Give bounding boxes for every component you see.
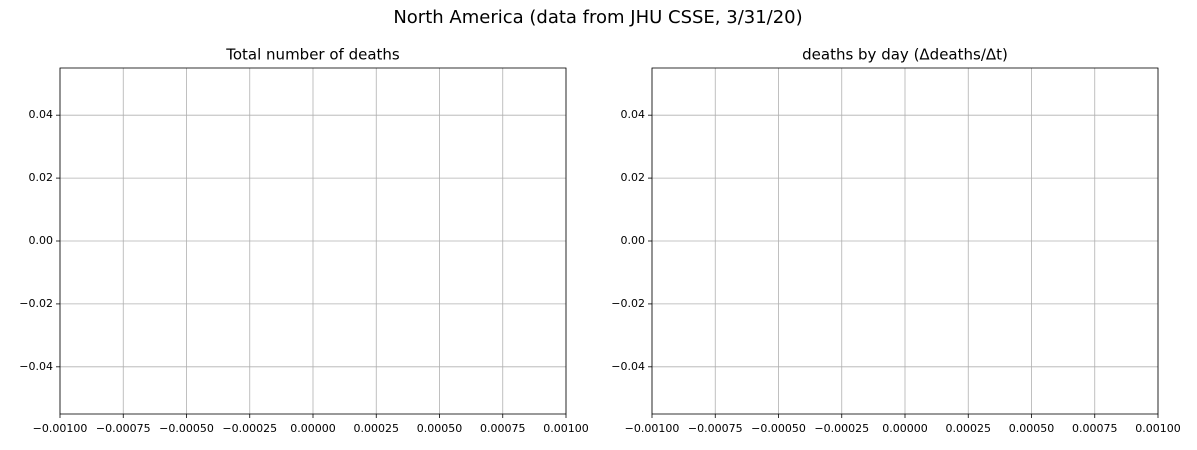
x-tick-label: −0.00050 — [751, 422, 806, 435]
y-tick-label: 0.00 — [29, 234, 54, 247]
x-tick-label: −0.00075 — [96, 422, 151, 435]
axes-title: deaths by day (Δdeaths/Δt) — [802, 46, 1008, 64]
x-tick-label: 0.00100 — [1135, 422, 1181, 435]
x-tick-label: 0.00050 — [1009, 422, 1055, 435]
y-tick-label: −0.02 — [611, 297, 645, 310]
x-tick-label: 0.00100 — [543, 422, 589, 435]
y-tick-label: −0.02 — [19, 297, 53, 310]
x-tick-label: −0.00025 — [814, 422, 869, 435]
y-tick-label: 0.02 — [621, 171, 646, 184]
y-tick-label: 0.04 — [29, 108, 54, 121]
x-tick-label: −0.00100 — [33, 422, 88, 435]
x-tick-label: 0.00025 — [354, 422, 400, 435]
x-tick-label: −0.00025 — [222, 422, 277, 435]
x-tick-label: 0.00025 — [946, 422, 992, 435]
x-tick-label: −0.00100 — [625, 422, 680, 435]
x-tick-label: −0.00050 — [159, 422, 214, 435]
axes-frame — [651, 67, 1159, 415]
axes-title: Total number of deaths — [225, 46, 400, 64]
y-tick-label: 0.02 — [29, 171, 54, 184]
y-tick-label: −0.04 — [611, 360, 645, 373]
x-tick-label: −0.00075 — [688, 422, 743, 435]
figure-title: North America (data from JHU CSSE, 3/31/… — [393, 7, 802, 28]
x-tick-label: 0.00050 — [417, 422, 463, 435]
y-tick-label: 0.04 — [621, 108, 646, 121]
x-tick-label: 0.00000 — [882, 422, 928, 435]
x-tick-label: 0.00000 — [290, 422, 336, 435]
axes-frame — [59, 67, 567, 415]
x-tick-label: 0.00075 — [480, 422, 526, 435]
x-tick-label: 0.00075 — [1072, 422, 1118, 435]
y-tick-label: −0.04 — [19, 360, 53, 373]
y-tick-label: 0.00 — [621, 234, 646, 247]
